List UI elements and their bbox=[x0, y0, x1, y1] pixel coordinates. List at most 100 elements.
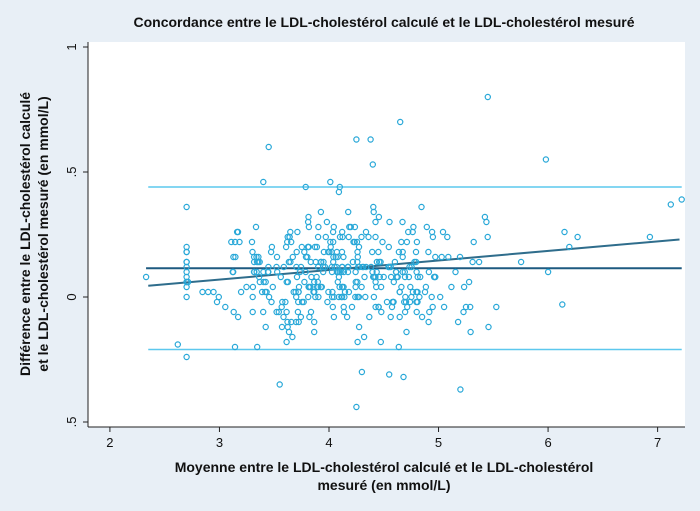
data-point bbox=[386, 371, 393, 378]
data-point bbox=[324, 298, 331, 306]
data-point bbox=[406, 298, 414, 306]
data-point bbox=[373, 258, 381, 266]
data-point bbox=[408, 263, 415, 271]
data-point bbox=[678, 196, 685, 203]
data-point bbox=[268, 298, 275, 306]
data-point bbox=[439, 228, 447, 236]
data-point bbox=[362, 293, 369, 301]
data-point bbox=[311, 278, 318, 286]
chart-title: Concordance entre le LDL-cholestérol cal… bbox=[133, 14, 634, 30]
x-axis-ticks: 2 3 4 5 6 7 bbox=[106, 427, 661, 450]
data-point bbox=[460, 308, 467, 316]
data-point bbox=[566, 243, 573, 251]
data-point bbox=[428, 228, 436, 236]
data-point bbox=[317, 208, 325, 216]
data-point bbox=[370, 208, 377, 216]
data-point bbox=[379, 238, 386, 246]
data-point bbox=[423, 223, 430, 231]
data-point bbox=[249, 283, 257, 291]
data-point bbox=[249, 308, 256, 316]
data-point bbox=[428, 293, 435, 301]
data-point bbox=[354, 293, 361, 301]
x-tick-label: 7 bbox=[654, 435, 661, 450]
data-point bbox=[470, 238, 477, 246]
data-point bbox=[273, 253, 281, 261]
data-point bbox=[230, 308, 237, 316]
data-point bbox=[387, 273, 395, 281]
data-point bbox=[413, 238, 421, 246]
data-point bbox=[327, 178, 334, 186]
data-point bbox=[330, 238, 337, 246]
data-point bbox=[327, 243, 334, 251]
data-point bbox=[341, 288, 349, 296]
data-point bbox=[355, 323, 363, 331]
data-point bbox=[262, 288, 269, 296]
data-point bbox=[268, 243, 276, 251]
data-point bbox=[358, 368, 366, 376]
data-point bbox=[213, 298, 221, 306]
data-point bbox=[352, 268, 359, 276]
data-point bbox=[260, 278, 267, 286]
data-point bbox=[338, 268, 345, 276]
data-point bbox=[348, 303, 356, 311]
data-point bbox=[425, 248, 432, 256]
data-point bbox=[356, 263, 363, 271]
data-point bbox=[484, 93, 491, 101]
x-tick-label: 2 bbox=[106, 435, 113, 450]
data-point bbox=[411, 258, 418, 266]
data-point bbox=[269, 283, 276, 291]
data-point bbox=[412, 248, 420, 256]
data-point bbox=[320, 268, 327, 276]
y-axis-label-line-1: Différence entre le LDL-cholestérol calc… bbox=[17, 92, 33, 376]
data-point bbox=[183, 243, 190, 251]
data-point bbox=[380, 273, 387, 281]
data-point bbox=[323, 218, 331, 226]
data-point bbox=[142, 273, 150, 281]
data-point bbox=[365, 233, 372, 241]
data-point bbox=[369, 248, 376, 256]
data-point bbox=[346, 223, 353, 231]
data-point bbox=[544, 268, 552, 276]
data-point bbox=[409, 288, 417, 296]
data-point bbox=[330, 253, 337, 261]
data-point bbox=[352, 278, 359, 286]
data-point bbox=[277, 273, 284, 281]
data-point bbox=[335, 273, 343, 281]
data-point bbox=[314, 283, 321, 291]
data-point bbox=[282, 298, 289, 306]
data-point bbox=[418, 203, 425, 211]
data-point bbox=[289, 333, 296, 341]
data-point bbox=[369, 161, 376, 168]
data-point bbox=[293, 273, 301, 281]
data-point bbox=[403, 328, 410, 336]
data-point bbox=[283, 338, 290, 346]
data-point bbox=[345, 233, 352, 241]
data-point bbox=[372, 233, 379, 241]
data-point bbox=[395, 343, 402, 351]
data-point bbox=[456, 253, 464, 261]
data-point bbox=[340, 308, 348, 316]
data-point bbox=[248, 238, 256, 246]
data-point bbox=[375, 248, 382, 256]
data-point bbox=[298, 243, 305, 251]
data-point bbox=[397, 118, 404, 126]
data-point bbox=[561, 228, 568, 236]
data-point bbox=[231, 238, 239, 246]
data-point bbox=[230, 253, 237, 261]
y-axis-label-line-2: et le LDL-cholestérol mesuré (en mmol/L) bbox=[35, 96, 51, 371]
data-point bbox=[387, 313, 394, 321]
data-point bbox=[375, 213, 383, 221]
data-point bbox=[391, 258, 399, 266]
data-point bbox=[305, 223, 313, 231]
data-point bbox=[366, 313, 373, 321]
data-point bbox=[396, 288, 403, 296]
data-point bbox=[667, 201, 675, 208]
data-point bbox=[574, 233, 581, 241]
data-point bbox=[413, 308, 420, 316]
data-point bbox=[469, 258, 476, 266]
data-point bbox=[183, 293, 190, 301]
data-point bbox=[183, 353, 190, 361]
data-point bbox=[392, 268, 400, 276]
data-point bbox=[293, 248, 300, 256]
